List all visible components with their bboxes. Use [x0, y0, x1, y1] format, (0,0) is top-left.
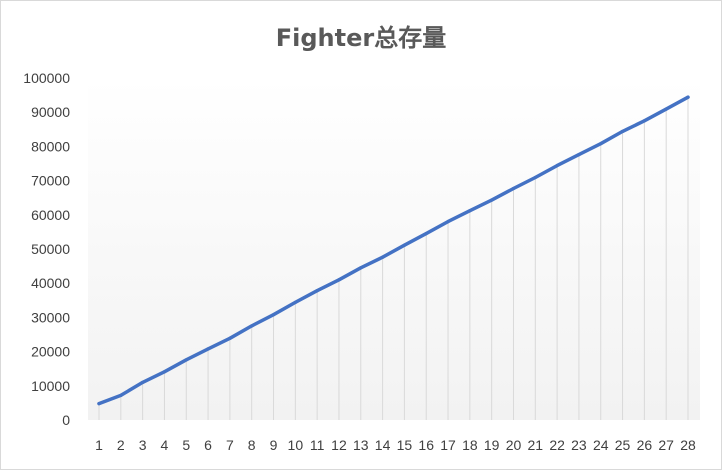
- data-point: [424, 232, 428, 236]
- x-tick-label: 22: [549, 437, 565, 453]
- x-tick-label: 5: [182, 437, 190, 453]
- x-tick-label: 28: [680, 437, 696, 453]
- data-point: [293, 300, 297, 304]
- data-point: [337, 278, 341, 282]
- x-tick-label: 6: [204, 437, 212, 453]
- data-point: [490, 198, 494, 202]
- x-tick-label: 4: [161, 437, 169, 453]
- series-group: [97, 95, 690, 406]
- data-point: [184, 358, 188, 362]
- x-tick-label: 17: [440, 437, 456, 453]
- x-tick-label: 10: [288, 437, 304, 453]
- x-tick-label: 8: [248, 437, 256, 453]
- data-point: [206, 347, 210, 351]
- x-tick-label: 23: [571, 437, 587, 453]
- y-tick-label: 40000: [31, 275, 70, 291]
- y-tick-label: 80000: [31, 138, 70, 154]
- y-tick-label: 50000: [31, 241, 70, 257]
- data-point: [511, 186, 516, 191]
- x-tick-label: 27: [658, 437, 674, 453]
- x-tick-label: 9: [270, 437, 278, 453]
- x-tick-label: 21: [528, 437, 544, 453]
- x-tick-label: 11: [310, 437, 325, 453]
- data-point: [686, 95, 690, 99]
- data-point: [555, 163, 559, 168]
- x-axis: 1 2 3 4 5 6 7 8 9 10 11 12 13 14 15 16 17 18 19 20 21 22 23 24 2…: [95, 437, 696, 453]
- x-tick-label: 1: [95, 437, 103, 453]
- x-tick-label: 16: [418, 437, 434, 453]
- x-tick-label: 25: [615, 437, 631, 453]
- y-tick-label: 0: [62, 412, 70, 428]
- data-point: [620, 129, 625, 133]
- data-point: [119, 393, 123, 397]
- data-point: [271, 313, 276, 317]
- y-tick-label: 20000: [31, 344, 70, 360]
- x-tick-label: 3: [139, 437, 147, 453]
- data-point: [359, 266, 363, 270]
- x-tick-label: 13: [353, 437, 369, 453]
- data-point: [468, 209, 472, 213]
- x-tick-label: 24: [593, 437, 609, 453]
- x-tick-label: 12: [331, 437, 347, 453]
- x-tick-label: 20: [506, 437, 522, 453]
- x-tick-label: 15: [397, 437, 413, 453]
- data-point: [577, 153, 581, 157]
- data-point: [664, 107, 668, 111]
- x-tick-label: 18: [462, 437, 478, 453]
- data-point: [599, 142, 603, 146]
- data-point: [402, 243, 407, 247]
- y-tick-label: 70000: [31, 173, 70, 189]
- y-tick-label: 60000: [31, 207, 70, 223]
- data-point: [315, 289, 319, 293]
- x-tick-label: 2: [117, 437, 125, 453]
- series-line: [97, 95, 690, 406]
- data-point: [642, 119, 646, 123]
- data-point: [380, 255, 385, 259]
- chart-title: Fighter总存量: [275, 24, 447, 52]
- data-point: [97, 401, 101, 406]
- data-point: [446, 220, 450, 224]
- data-point: [250, 324, 254, 328]
- y-tick-label: 10000: [31, 378, 70, 394]
- data-point: [228, 336, 232, 340]
- x-tick-label: 14: [375, 437, 391, 453]
- x-tick-label: 7: [226, 437, 234, 453]
- x-tick-label: 26: [637, 437, 653, 453]
- y-tick-label: 90000: [31, 104, 70, 120]
- y-axis: 0 10000 20000 30000 40000 50000 60000 70000 8000…: [23, 70, 70, 428]
- data-point: [141, 380, 145, 384]
- y-tick-label: 30000: [31, 309, 70, 325]
- data-point: [162, 370, 167, 374]
- y-tick-label: 100000: [23, 70, 70, 86]
- drop-lines: [98, 97, 689, 420]
- x-tick-label: 19: [484, 437, 500, 453]
- data-point: [533, 175, 537, 180]
